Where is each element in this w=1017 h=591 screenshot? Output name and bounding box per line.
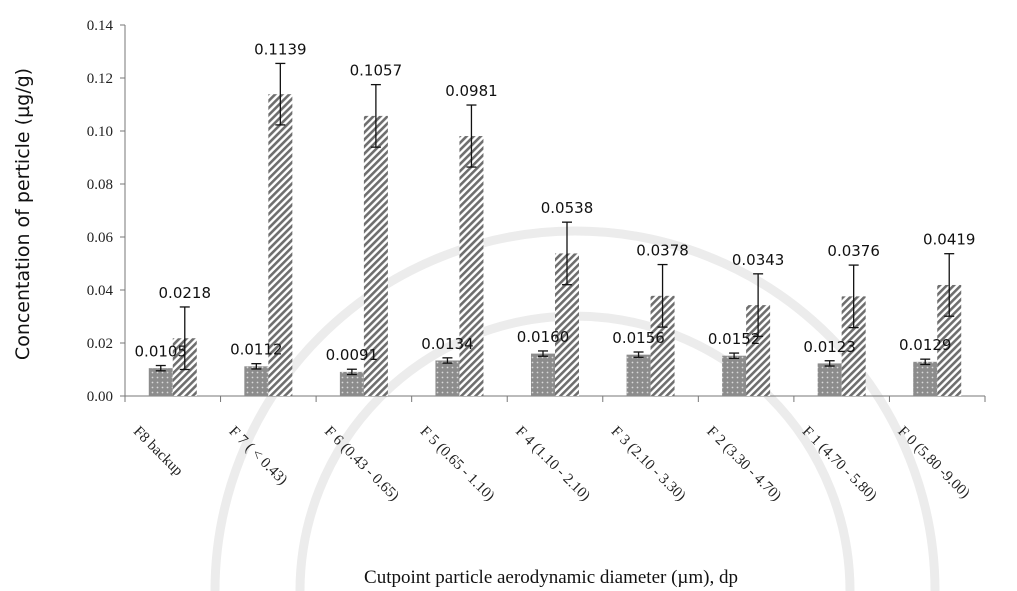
bar (339, 371, 364, 396)
bar (722, 355, 747, 396)
data-label: 0.0105 (135, 343, 188, 361)
x-tick-label: F 3 (2.10 - 3.30) (608, 424, 689, 505)
data-label: 0.0160 (517, 328, 570, 346)
data-label: 0.0123 (803, 338, 856, 356)
y-tick-label: 0.12 (87, 71, 113, 87)
data-labels: 0.0105 0.0218 0.0112 0.1139 0.0091 0.1057 0.01… (135, 40, 976, 364)
data-label: 0.0112 (230, 341, 283, 359)
x-tick-label: F 1 (4.70 - 5.80) (799, 424, 880, 505)
category-labels: F8 backup F 7 ( < 0.43) F 6 (0.43 - 0.65) F… (130, 424, 973, 505)
x-tick-label: F 4 (1.10 - 2.10) (512, 424, 593, 505)
x-tick-label: F 0 (5.80 -9.00) (894, 424, 972, 502)
bar (626, 354, 651, 396)
y-tick-label: 0.06 (87, 230, 114, 246)
data-label: 0.0156 (612, 329, 665, 347)
y-tick-label: 0.08 (87, 177, 113, 193)
bar (459, 136, 484, 396)
bar (913, 361, 938, 396)
bar (244, 366, 269, 396)
data-label: 0.0218 (159, 284, 212, 302)
data-label: 0.0981 (445, 82, 498, 100)
bars (148, 94, 962, 397)
bar (531, 353, 555, 396)
y-tick-label: 0.00 (87, 389, 113, 405)
y-tick-label: 0.04 (87, 283, 114, 299)
y-axis: 0.00 0.02 0.04 0.06 0.08 0.10 0.12 0.14 (87, 18, 126, 405)
y-axis-title: Concentation of perticle (µg/g) (12, 68, 34, 360)
data-label: 0.0152 (708, 330, 761, 348)
bar (268, 94, 293, 396)
bar (363, 115, 388, 397)
x-axis (124, 395, 986, 402)
bar (435, 360, 460, 396)
data-label: 0.0343 (732, 251, 785, 269)
data-label: 0.0091 (326, 346, 379, 364)
data-label: 0.0378 (636, 242, 689, 260)
y-tick-label: 0.02 (87, 336, 113, 352)
bar (817, 363, 842, 396)
data-label: 0.0129 (899, 336, 952, 354)
x-tick-label: F 5 (0.65 - 1.10) (417, 424, 498, 505)
y-tick-label: 0.14 (87, 18, 114, 34)
data-label: 0.0376 (827, 242, 880, 260)
x-tick-label: F8 backup (130, 424, 186, 480)
x-axis-title: Cutpoint particle aerodynamic diameter (… (364, 567, 738, 588)
data-label: 0.1139 (254, 40, 307, 58)
bar (148, 368, 173, 396)
data-label: 0.0134 (421, 335, 474, 353)
data-label: 0.0538 (541, 199, 594, 217)
x-tick-label: F 2 (3.30 - 4.70) (703, 424, 784, 505)
y-tick-label: 0.10 (87, 124, 113, 140)
error-bars (155, 62, 955, 376)
data-label: 0.1057 (350, 62, 403, 80)
data-label: 0.0419 (923, 231, 976, 249)
